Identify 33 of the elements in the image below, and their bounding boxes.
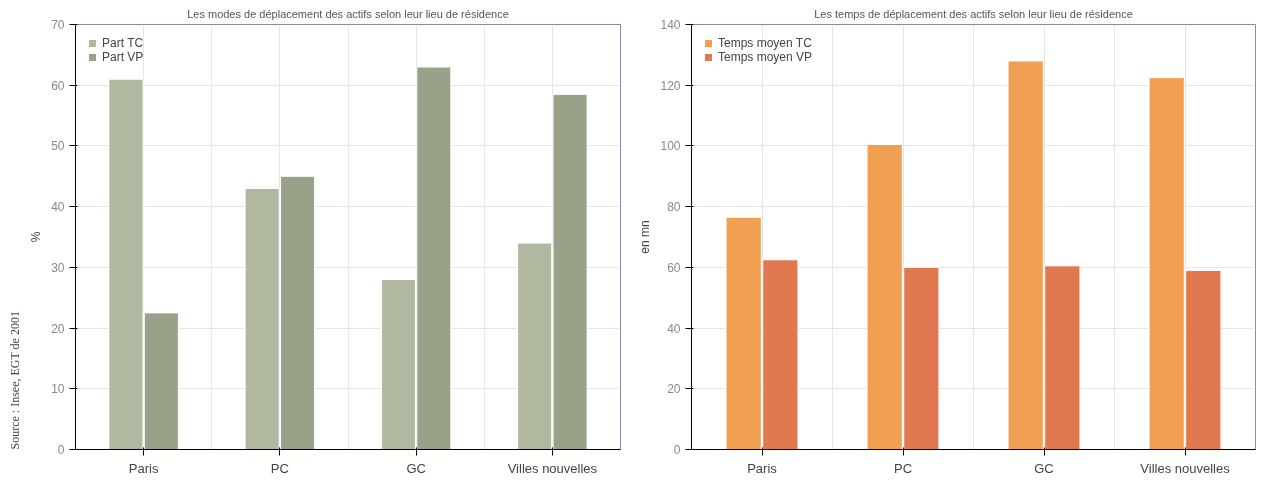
y-tick-label: 100 [660,139,681,154]
y-tick-label: 0 [673,443,681,457]
y-tick-label: 50 [51,139,65,154]
y-tick-label: 120 [660,78,681,93]
y-axis-title: en mn [638,220,653,254]
legend-label: Part VP [102,50,144,64]
y-tick-label: 20 [667,382,681,397]
legend-label: Part TC [102,36,144,50]
y-tick-label: 60 [51,78,65,93]
y-tick-label: 30 [51,260,65,275]
x-tick-label: Villes nouvelles [1140,460,1231,476]
y-tick-label: 80 [667,200,681,215]
x-tick-label: PC [893,460,913,476]
x-tick-label: GC [406,460,426,476]
legend-label: Temps moyen TC [718,36,812,50]
x-tick-label: GC [1034,460,1054,476]
y-tick-label: 10 [51,382,65,397]
y-tick-label: 60 [667,260,681,275]
y-tick-label: 70 [51,18,65,32]
y-tick-label: 40 [667,321,681,336]
y-tick-label: 140 [660,18,681,32]
source-note: Source : Insee, EGT de 2001 [7,311,22,450]
x-tick-label: Paris [128,460,159,476]
chart-title: Les temps de déplacement des actifs selon leur lieu de résidence [814,7,1133,20]
y-tick-label: 20 [51,321,65,336]
x-tick-label: Paris [747,460,778,476]
legend-label: Temps moyen VP [718,50,813,64]
y-axis-title: % [29,231,44,243]
y-tick-label: 0 [57,443,65,457]
x-tick-label: Villes nouvelles [507,460,598,476]
y-tick-label: 40 [51,200,65,215]
chart-title: Les modes de déplacement des actifs selon leur lieu de résidence [187,7,509,20]
x-tick-label: PC [270,460,289,476]
